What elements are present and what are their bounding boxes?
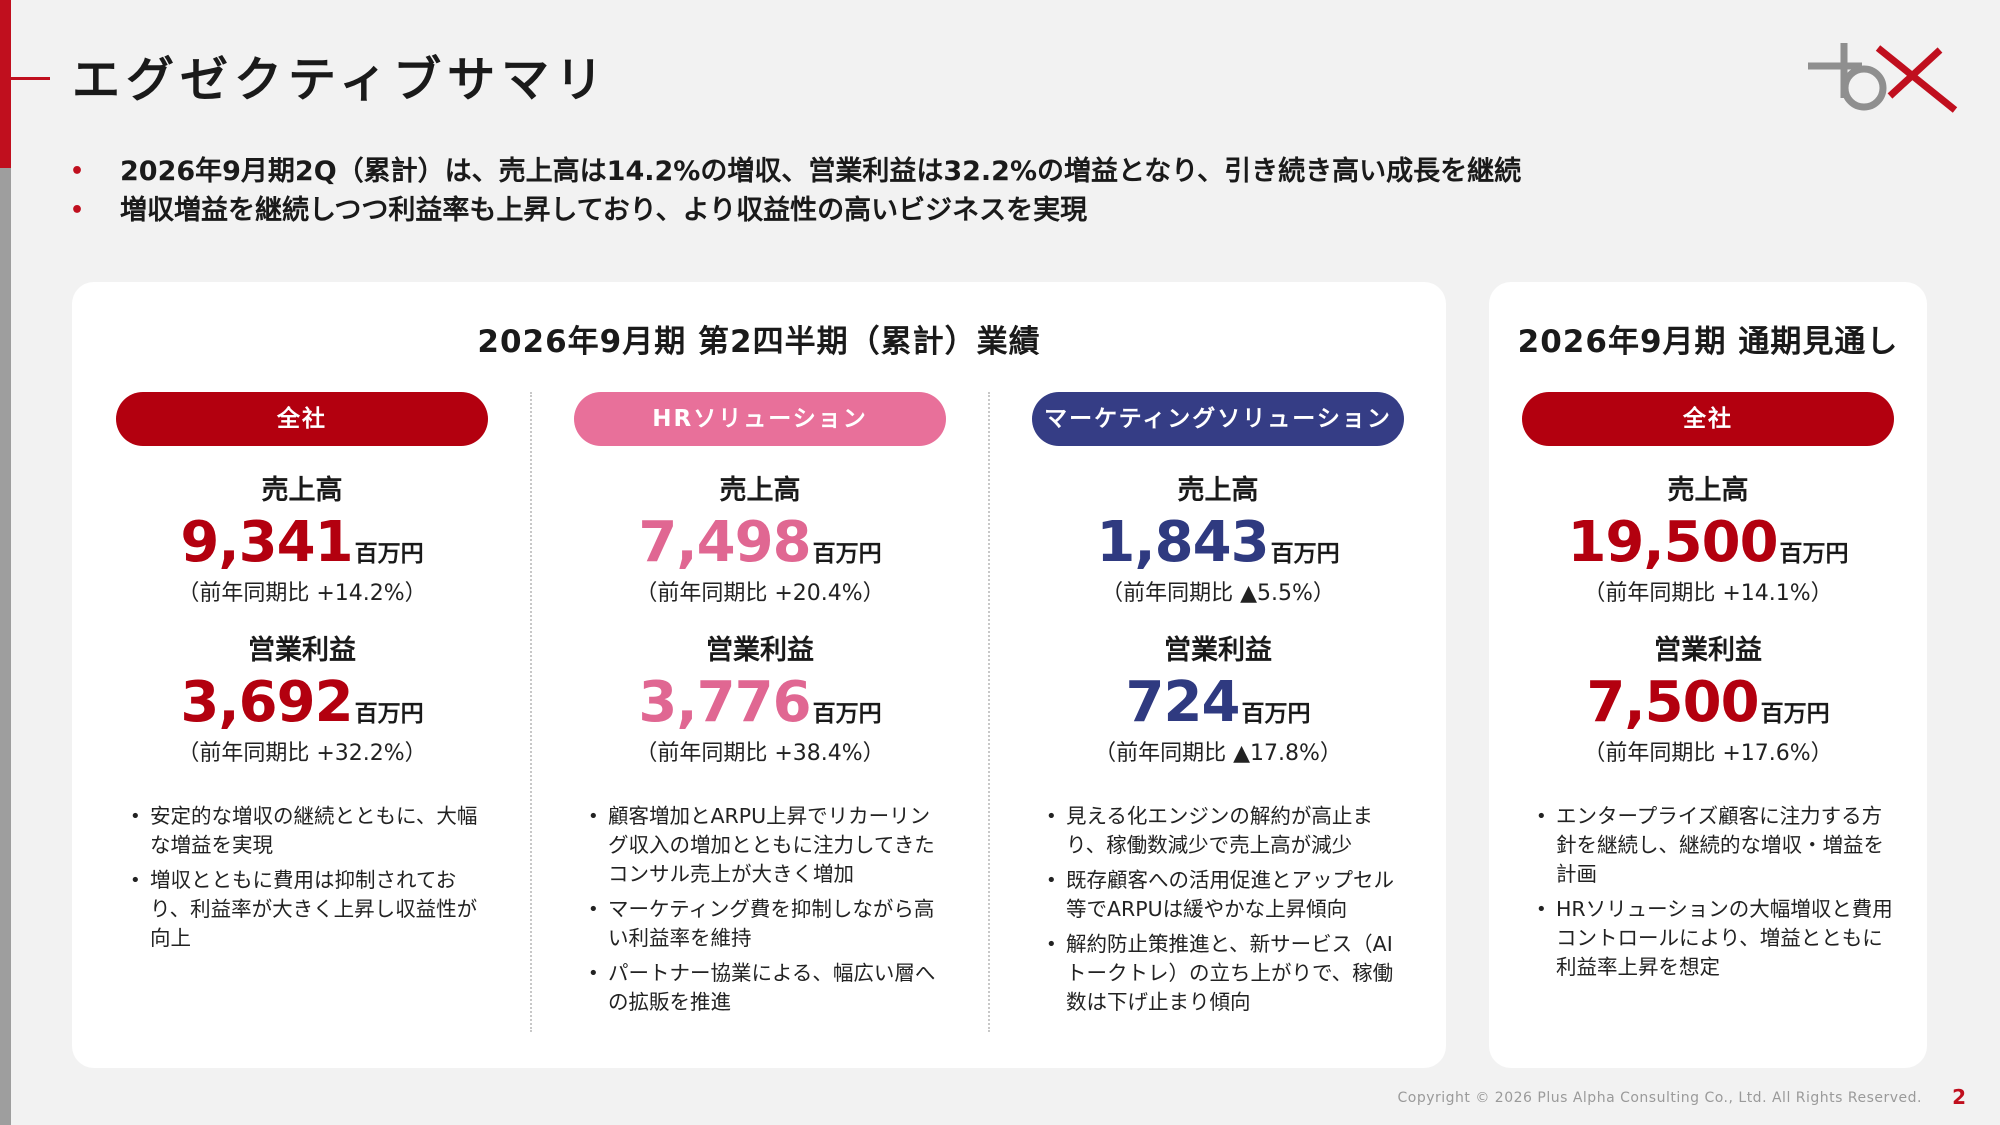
profit-value-row: 3,692百万円 xyxy=(116,670,488,736)
profit-value-row: 7,500百万円 xyxy=(1522,670,1894,736)
notes-list: エンタープライズ顧客に注力する方針を継続し、継続的な増収・増益を計画 HRソリュ… xyxy=(1522,802,1894,982)
sales-value: 1,843 xyxy=(1096,510,1269,575)
title-rule xyxy=(0,77,50,80)
note-item: エンタープライズ顧客に注力する方針を継続し、継続的な増収・増益を計画 xyxy=(1536,802,1894,889)
sales-value-row: 7,498百万円 xyxy=(574,510,946,576)
profit-yoy: （前年同期比 ▲17.8%） xyxy=(1094,741,1342,766)
note-item: 見える化エンジンの解約が高止まり、稼働数減少で売上高が減少 xyxy=(1046,802,1404,860)
sales-value: 19,500 xyxy=(1567,510,1778,575)
notes-list: 顧客増加とARPU上昇でリカーリング収入の増加とともに注力してきたコンサル売上が… xyxy=(574,802,946,1017)
accent-bar-red xyxy=(0,0,11,168)
note-item: パートナー協業による、幅広い層への拡販を推進 xyxy=(588,959,946,1017)
results-card: 2026年9月期 第2四半期（累計）業績 全社 売上高 9,341百万円 （前年… xyxy=(72,282,1446,1068)
forecast-card-title: 2026年9月期 通期見通し xyxy=(1517,324,1899,360)
summary-bullet: 2026年9月期2Q（累計）は、売上高は14.2%の増収、営業利益は32.2%の… xyxy=(70,152,1521,191)
profit-unit: 百万円 xyxy=(812,701,882,727)
forecast-column-total: 全社 売上高 19,500百万円 （前年同期比 +14.1%） 営業利益 7,5… xyxy=(1522,392,1894,988)
sales-value-row: 19,500百万円 xyxy=(1522,510,1894,576)
profit-unit: 百万円 xyxy=(1241,701,1311,727)
sales-label: 売上高 xyxy=(1177,475,1259,506)
sales-unit: 百万円 xyxy=(1270,541,1340,567)
sales-label: 売上高 xyxy=(1667,475,1749,506)
profit-unit: 百万円 xyxy=(1760,701,1830,727)
column-divider xyxy=(988,392,990,1032)
profit-label: 営業利益 xyxy=(706,635,814,666)
notes-list: 見える化エンジンの解約が高止まり、稼働数減少で売上高が減少 既存顧客への活用促進… xyxy=(1032,802,1404,1017)
sales-label: 売上高 xyxy=(719,475,801,506)
sales-value: 9,341 xyxy=(180,510,353,575)
profit-yoy: （前年同期比 +17.6%） xyxy=(1583,741,1833,766)
page-title: エグゼクティブサマリ xyxy=(72,52,610,108)
note-item: 顧客増加とARPU上昇でリカーリング収入の増加とともに注力してきたコンサル売上が… xyxy=(588,802,946,889)
note-item: 既存顧客への活用促進とアップセル等でARPUは緩やかな上昇傾向 xyxy=(1046,866,1404,924)
profit-unit: 百万円 xyxy=(354,701,424,727)
accent-bar-gray xyxy=(0,168,11,1125)
profit-value: 7,500 xyxy=(1586,670,1759,735)
note-item: 解約防止策推進と、新サービス（AIトークトレ）の立ち上がりで、稼働数は下げ止まり… xyxy=(1046,930,1404,1017)
profit-label: 営業利益 xyxy=(1654,635,1762,666)
sales-label: 売上高 xyxy=(261,475,343,506)
notes-list: 安定的な増収の継続とともに、大幅な増益を実現 増収とともに費用は抑制されており、… xyxy=(116,802,488,953)
forecast-card: 2026年9月期 通期見通し 全社 売上高 19,500百万円 （前年同期比 +… xyxy=(1489,282,1927,1068)
profit-value: 724 xyxy=(1125,670,1241,735)
sales-yoy: （前年同期比 ▲5.5%） xyxy=(1101,581,1335,606)
segment-pill-total: 全社 xyxy=(116,392,488,446)
profit-value-row: 724百万円 xyxy=(1032,670,1404,736)
note-item: 増収とともに費用は抑制されており、利益率が大きく上昇し収益性が向上 xyxy=(130,866,488,953)
segment-pill-total: 全社 xyxy=(1522,392,1894,446)
sales-value: 7,498 xyxy=(638,510,811,575)
note-item: マーケティング費を抑制しながら高い利益率を維持 xyxy=(588,895,946,953)
column-divider xyxy=(530,392,532,1032)
profit-yoy: （前年同期比 +38.4%） xyxy=(635,741,885,766)
sales-unit: 百万円 xyxy=(812,541,882,567)
sales-unit: 百万円 xyxy=(1779,541,1849,567)
profit-value-row: 3,776百万円 xyxy=(574,670,946,736)
results-card-title: 2026年9月期 第2四半期（累計）業績 xyxy=(477,324,1041,360)
copyright-text: Copyright © 2026 Plus Alpha Consulting C… xyxy=(1397,1090,1922,1106)
summary-bullet: 増収増益を継続しつつ利益率も上昇しており、より収益性の高いビジネスを実現 xyxy=(70,191,1521,230)
segment-column-hr: HRソリューション 売上高 7,498百万円 （前年同期比 +20.4%） 営業… xyxy=(574,392,946,1023)
summary-bullets: 2026年9月期2Q（累計）は、売上高は14.2%の増収、営業利益は32.2%の… xyxy=(70,152,1521,230)
note-item: HRソリューションの大幅増収と費用コントロールにより、増益とともに利益率上昇を想… xyxy=(1536,895,1894,982)
profit-yoy: （前年同期比 +32.2%） xyxy=(177,741,427,766)
sales-value-row: 1,843百万円 xyxy=(1032,510,1404,576)
segment-pill-marketing: マーケティングソリューション xyxy=(1032,392,1404,446)
sales-yoy: （前年同期比 +14.2%） xyxy=(177,581,427,606)
profit-value: 3,776 xyxy=(638,670,811,735)
segment-column-total: 全社 売上高 9,341百万円 （前年同期比 +14.2%） 営業利益 3,69… xyxy=(116,392,488,959)
sales-yoy: （前年同期比 +20.4%） xyxy=(635,581,885,606)
segment-pill-hr: HRソリューション xyxy=(574,392,946,446)
sales-yoy: （前年同期比 +14.1%） xyxy=(1583,581,1833,606)
sales-unit: 百万円 xyxy=(354,541,424,567)
profit-label: 営業利益 xyxy=(248,635,356,666)
company-logo-icon xyxy=(1808,43,1958,113)
profit-label: 営業利益 xyxy=(1164,635,1272,666)
note-item: 安定的な増収の継続とともに、大幅な増益を実現 xyxy=(130,802,488,860)
profit-value: 3,692 xyxy=(180,670,353,735)
page-number: 2 xyxy=(1952,1085,1966,1109)
segment-column-marketing: マーケティングソリューション 売上高 1,843百万円 （前年同期比 ▲5.5%… xyxy=(1032,392,1404,1023)
sales-value-row: 9,341百万円 xyxy=(116,510,488,576)
